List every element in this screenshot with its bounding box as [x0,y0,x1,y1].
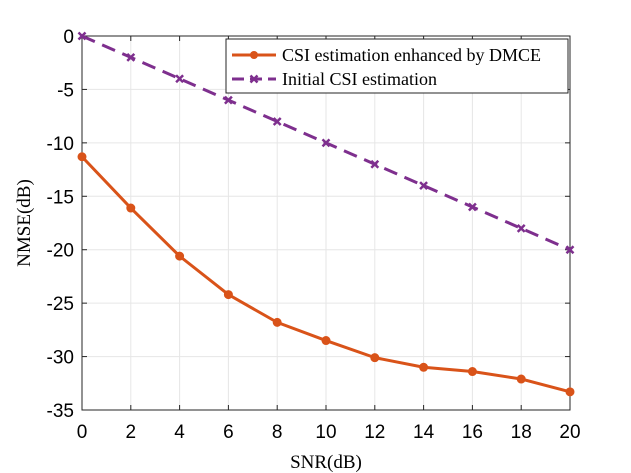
data-point-circle [370,353,380,363]
x-tick-label: 18 [511,422,532,443]
data-point-circle [223,290,233,300]
data-point-x [175,74,184,84]
legend-label-2: Initial CSI estimation [282,69,437,89]
legend-label-1: CSI estimation enhanced by DMCE [282,45,541,65]
legend: CSI estimation enhanced by DMCE Initial C… [225,38,569,94]
data-point-x [370,159,380,169]
legend-marker-circle [250,51,258,59]
data-point-circle [565,387,575,397]
y-axis-label: NMSE(dB) [14,179,35,267]
y-tick-label: 0 [63,27,74,48]
x-tick-label: 14 [413,422,435,443]
x-tick-label: 0 [77,422,88,443]
data-point-circle [419,362,429,372]
x-tick-label: 20 [559,422,580,443]
x-tick-label: 8 [272,422,283,443]
y-tick-label: -10 [47,134,74,155]
data-point-x [126,52,136,62]
data-point-circle [321,336,331,346]
data-point-x [77,31,87,41]
x-tick-label: 16 [462,422,483,443]
x-tick-label: 2 [126,422,137,443]
data-point-x [565,245,575,255]
data-point-x [321,138,331,148]
data-point-circle [272,317,282,327]
y-tick-label: -5 [57,80,74,101]
data-point-circle [467,367,477,377]
data-point-circle [77,152,87,162]
x-tick-label: 12 [364,422,385,443]
legend-box [225,38,569,94]
x-tick-label: 10 [315,422,336,443]
data-point-x [419,181,428,190]
axis-ticks: 0 2 4 6 8 10 12 14 16 18 20 0 -5 -10 -15 -20 -25 -30 -35 [47,27,581,443]
x-tick-label: 6 [223,422,234,443]
series-lines [77,31,575,397]
data-point-x [468,202,477,212]
x-tick-label: 4 [174,422,185,443]
data-point-circle [175,251,185,261]
data-point-x [272,117,282,126]
data-point-circle [516,374,526,384]
y-tick-label: -25 [47,294,74,315]
data-point-x [224,95,233,105]
data-point-x [516,223,526,233]
legend-marker-x [249,74,259,84]
y-tick-label: -35 [47,401,74,422]
y-tick-label: -30 [47,348,74,369]
x-axis-label: SNR(dB) [290,452,362,473]
y-tick-label: -15 [47,187,74,208]
data-point-circle [126,203,136,213]
y-tick-label: -20 [47,241,74,262]
